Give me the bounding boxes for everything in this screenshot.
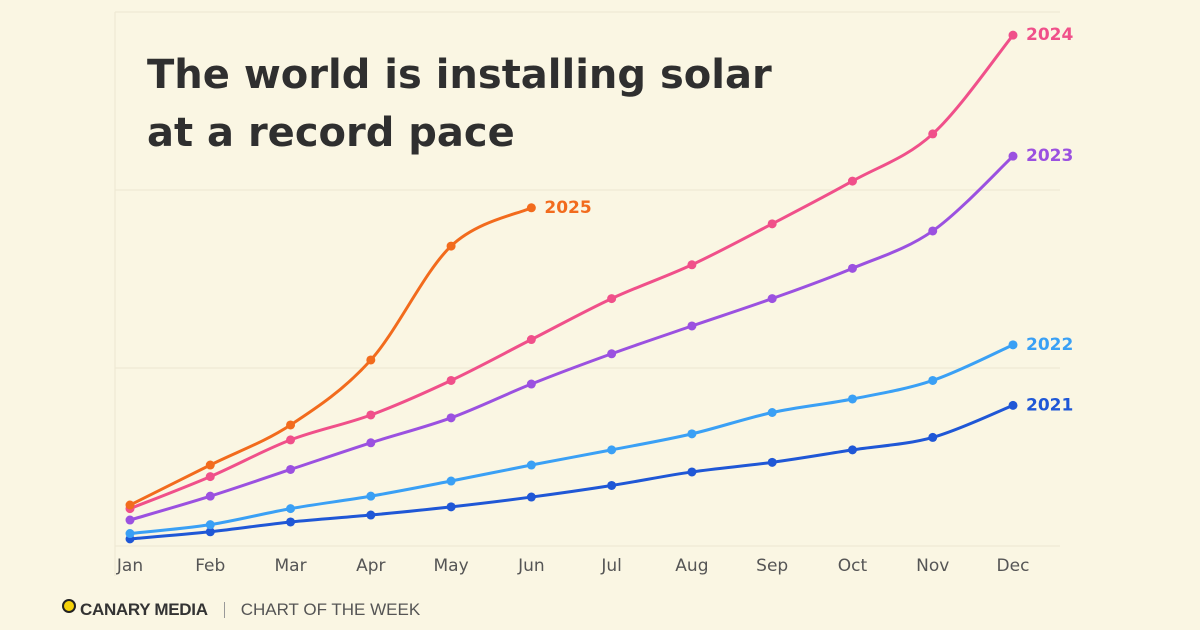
point xyxy=(205,460,215,470)
series-line xyxy=(128,33,1015,511)
x-tick-label: May xyxy=(434,556,469,576)
point xyxy=(125,529,135,539)
point xyxy=(286,464,296,474)
x-tick-label: Nov xyxy=(916,556,949,576)
point xyxy=(928,375,938,385)
point xyxy=(125,515,135,525)
point xyxy=(767,457,777,467)
point xyxy=(928,226,938,236)
point xyxy=(1008,340,1018,350)
point xyxy=(687,429,697,439)
series-line xyxy=(128,206,533,507)
point xyxy=(286,504,296,514)
point xyxy=(366,510,376,520)
x-tick-label: Dec xyxy=(997,556,1030,576)
x-tick-label: Jul xyxy=(600,556,622,576)
point xyxy=(928,432,938,442)
point xyxy=(607,480,617,490)
point xyxy=(366,438,376,448)
x-tick-label: Apr xyxy=(356,556,385,576)
x-tick-label: Feb xyxy=(195,556,225,576)
footer: CANARY MEDIA CHART OF THE WEEK xyxy=(62,598,420,622)
series-line xyxy=(128,154,1015,522)
chart-title: The world is installing solar at a recor… xyxy=(147,52,772,156)
point xyxy=(526,203,536,213)
point xyxy=(446,476,456,486)
point xyxy=(607,445,617,455)
point xyxy=(767,219,777,229)
point xyxy=(687,467,697,477)
series-label: 2023 xyxy=(1026,146,1073,166)
point xyxy=(205,527,215,537)
point xyxy=(847,394,857,404)
x-tick-label: Mar xyxy=(275,556,307,576)
point xyxy=(526,460,536,470)
point xyxy=(446,375,456,385)
point xyxy=(847,263,857,273)
point xyxy=(847,445,857,455)
point xyxy=(205,472,215,482)
series-label: 2024 xyxy=(1026,25,1073,45)
point xyxy=(205,520,215,530)
point xyxy=(767,294,777,304)
point xyxy=(286,435,296,445)
x-tick-label: Oct xyxy=(838,556,868,576)
x-tick-label: Aug xyxy=(675,556,708,576)
point xyxy=(847,176,857,186)
point xyxy=(446,413,456,423)
point xyxy=(1008,30,1018,40)
series-label: 2022 xyxy=(1026,335,1073,355)
point xyxy=(607,349,617,359)
point xyxy=(366,491,376,501)
point xyxy=(526,492,536,502)
point xyxy=(446,502,456,512)
point xyxy=(366,355,376,365)
point xyxy=(1008,151,1018,161)
series-label: 2025 xyxy=(544,198,591,218)
logo-dot xyxy=(62,599,76,613)
tagline: CHART OF THE WEEK xyxy=(240,600,421,619)
series-line xyxy=(128,403,1015,541)
x-tick-label: Jun xyxy=(517,556,545,576)
point xyxy=(526,335,536,345)
point xyxy=(687,321,697,331)
point xyxy=(446,241,456,251)
point xyxy=(687,260,697,270)
x-tick-label: Sep xyxy=(756,556,788,576)
brand: CANARY MEDIA xyxy=(80,600,208,619)
point xyxy=(286,420,296,430)
point xyxy=(607,294,617,304)
point xyxy=(1008,400,1018,410)
point xyxy=(928,129,938,139)
point xyxy=(366,410,376,420)
point xyxy=(286,517,296,527)
point xyxy=(205,491,215,501)
point xyxy=(767,408,777,417)
x-tick-label: Jan xyxy=(116,556,143,576)
series-label: 2021 xyxy=(1026,395,1073,415)
separator xyxy=(223,602,225,618)
point xyxy=(526,379,536,389)
point xyxy=(125,500,135,510)
